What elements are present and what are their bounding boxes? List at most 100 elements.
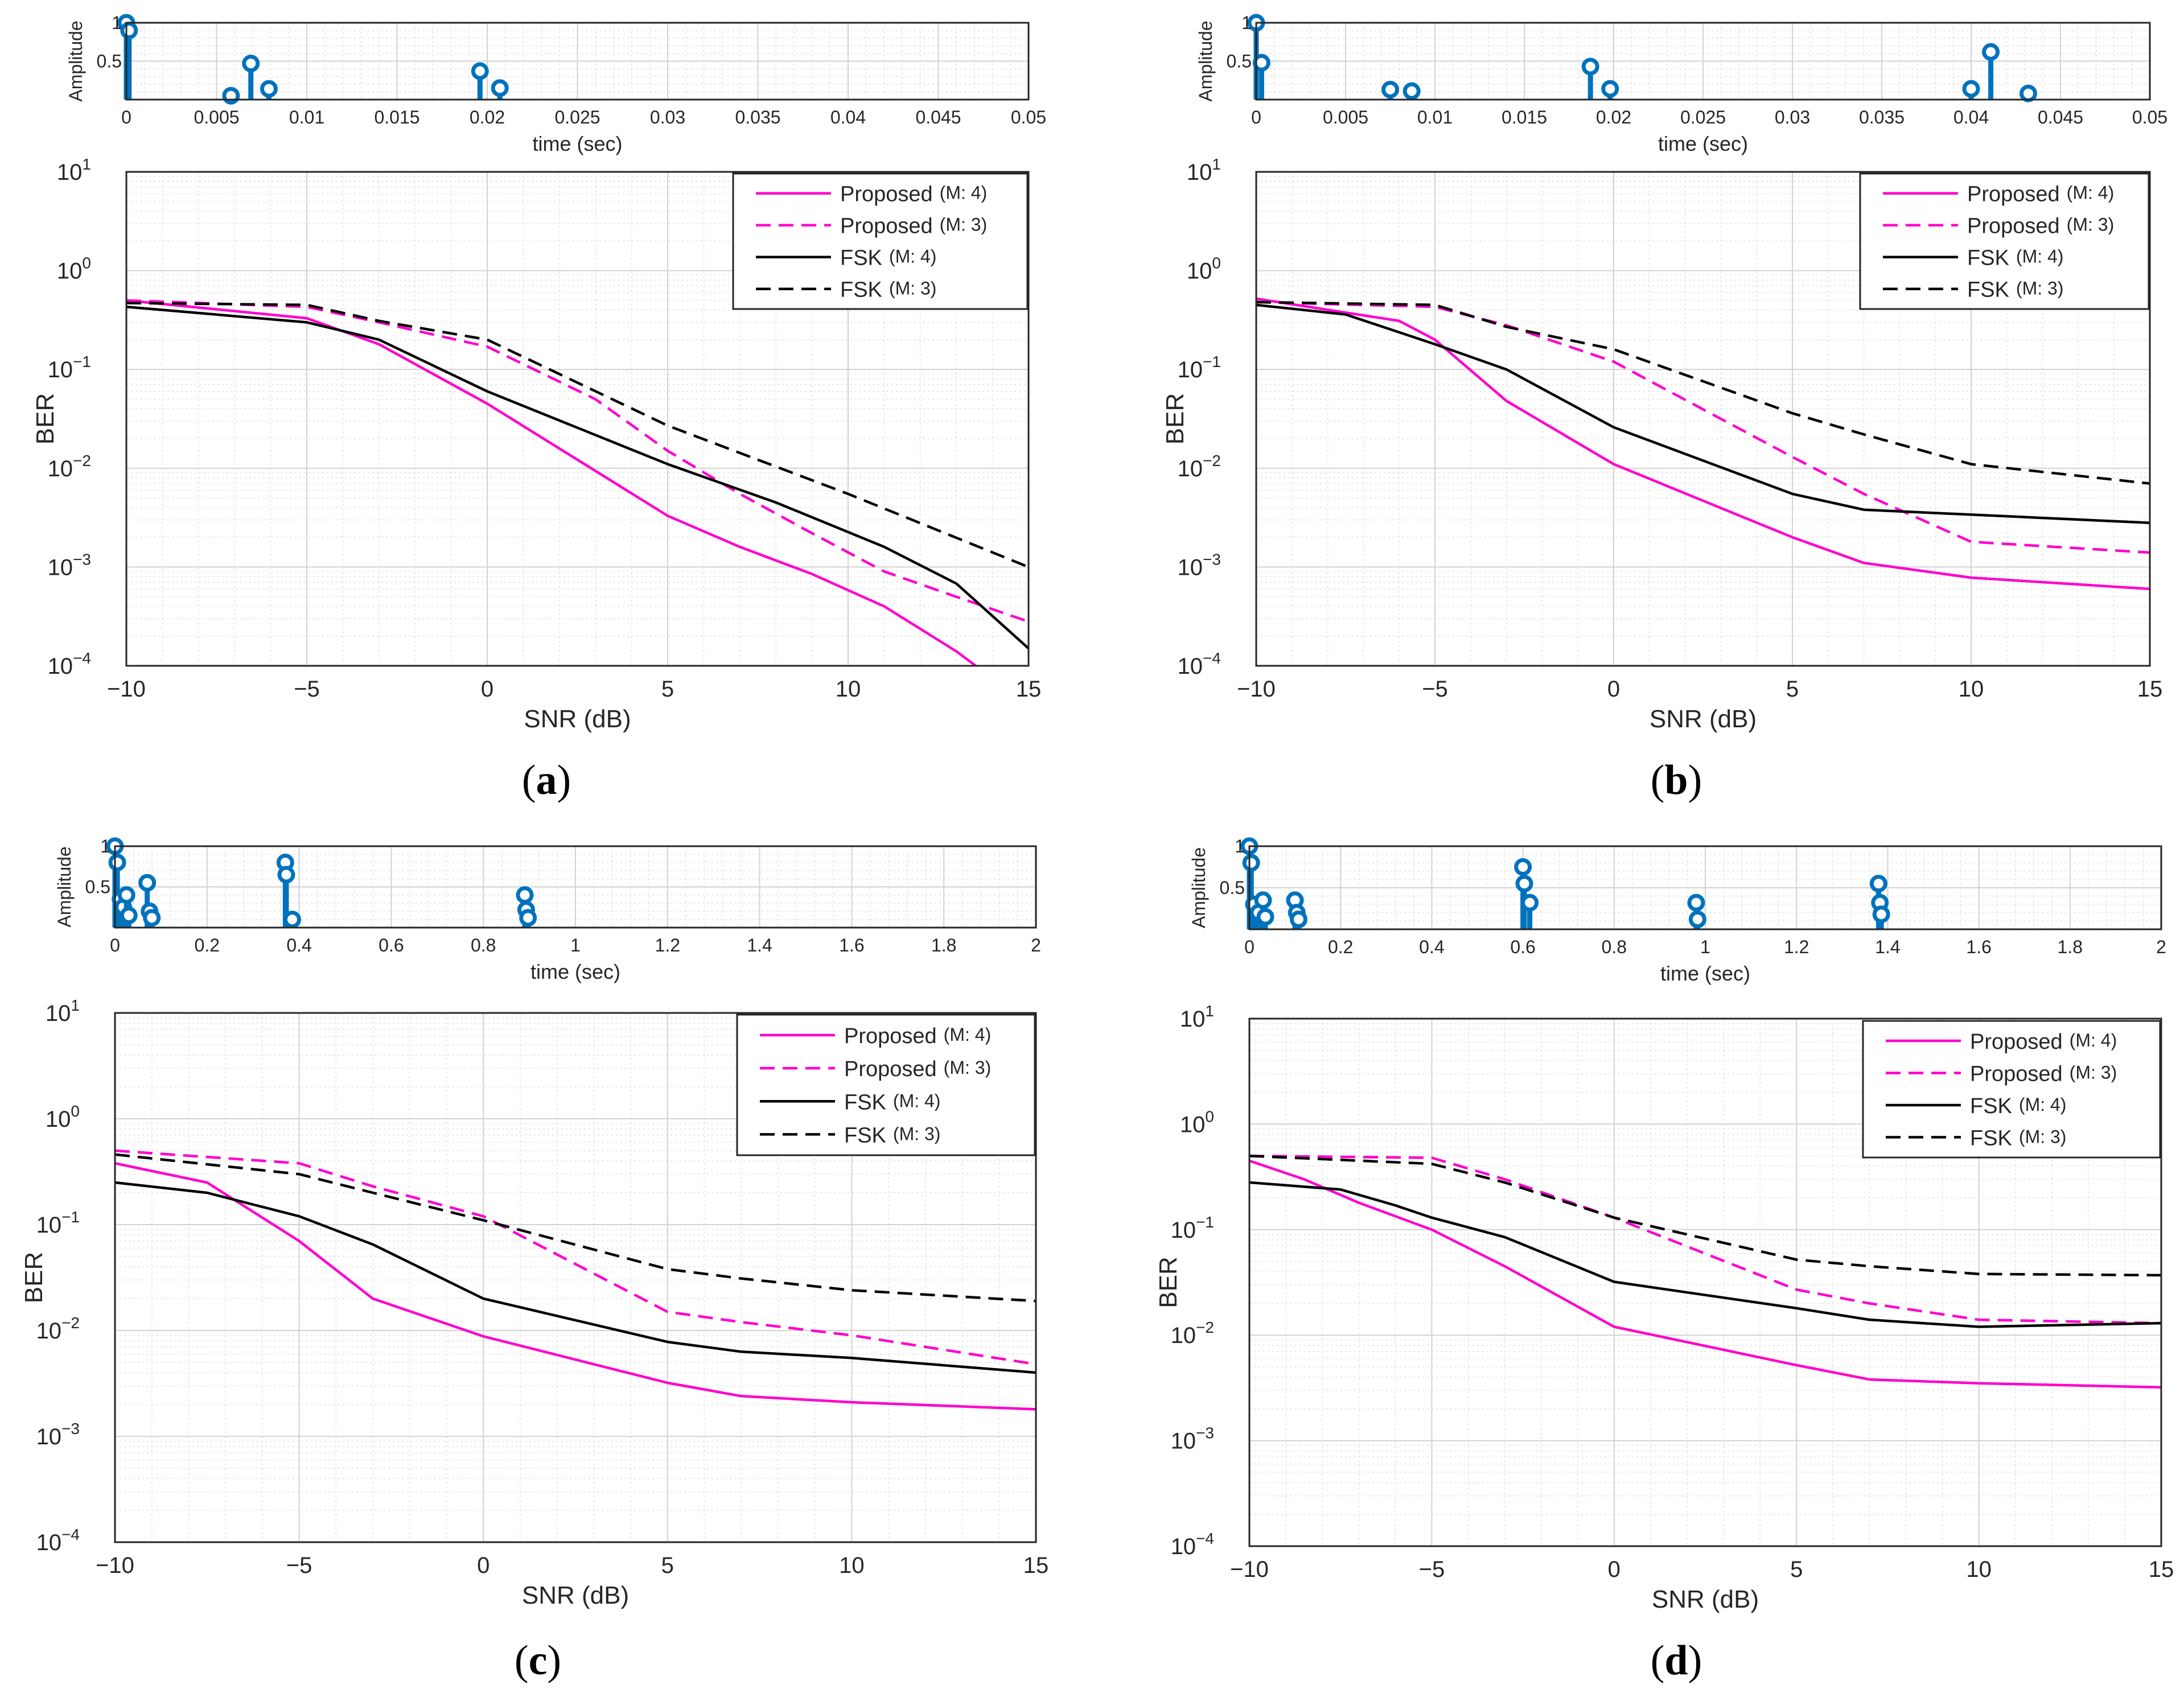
stem-marker <box>1242 854 1260 872</box>
y-tick-label: 10−4 <box>48 649 91 679</box>
series-line-4 <box>126 302 1029 569</box>
caption-open-paren: ( <box>1651 1637 1665 1684</box>
y-tick-label: 10−2 <box>1171 1319 1214 1348</box>
stem-marker <box>1256 908 1274 926</box>
y-tick-label: 10−4 <box>1178 649 1221 679</box>
y-tick-exponent: 0 <box>71 1102 80 1120</box>
axes-box <box>1255 171 2151 667</box>
x-tick-label: 0 <box>481 677 493 702</box>
y-tick-base: 10 <box>57 160 83 185</box>
axes-box <box>1248 1017 2162 1547</box>
series-line-2 <box>1249 1154 2161 1325</box>
legend-param: (M: 3) <box>889 278 937 299</box>
x-tick-label: 1.6 <box>1966 937 1991 957</box>
legend-box <box>732 172 1029 310</box>
y-tick-exponent: −4 <box>1203 649 1221 667</box>
legend-box <box>1862 1020 2161 1159</box>
legend-label: Proposed (M: 3) <box>1970 1062 2117 1086</box>
x-tick-label: 0.025 <box>1680 107 1726 127</box>
axes-box <box>125 171 1030 667</box>
stem-marker <box>277 866 295 884</box>
x-tick-label: 0.8 <box>1602 937 1627 957</box>
stem-marker <box>1402 82 1421 100</box>
series-line-2 <box>115 1149 1036 1366</box>
x-tick-label: 0.01 <box>1417 107 1453 127</box>
x-tick-label: −10 <box>1230 1557 1269 1582</box>
stem-marker <box>471 62 489 80</box>
stem-marker <box>138 874 157 892</box>
y-tick-label: 10−3 <box>1178 550 1221 580</box>
y-tick-base: 10 <box>57 259 83 284</box>
caption-close-paren: ) <box>1688 757 1702 804</box>
y-tick-exponent: 1 <box>1205 1002 1214 1020</box>
y-tick-label: 100 <box>46 1102 80 1132</box>
y-tick-label: 1 <box>112 13 122 33</box>
y-axis-label: Amplitude <box>65 20 86 101</box>
y-tick-label: 10−1 <box>48 353 91 382</box>
y-tick-base: 10 <box>1180 1112 1206 1137</box>
x-tick-label: −10 <box>1237 677 1276 702</box>
x-tick-label: 0 <box>1251 107 1261 127</box>
axes-box <box>1255 22 2151 101</box>
x-tick-label: 1.8 <box>931 935 956 955</box>
series-group <box>1249 1154 2161 1389</box>
x-tick-label: 5 <box>1786 677 1799 702</box>
stem-marker <box>1381 80 1399 98</box>
y-tick-base: 10 <box>1171 1429 1196 1454</box>
y-tick-base: 10 <box>1178 357 1203 382</box>
x-tick-label: −5 <box>294 677 320 702</box>
y-tick-label: 0.5 <box>1220 878 1245 898</box>
x-tick-label: 15 <box>1016 677 1042 702</box>
legend-name: FSK <box>840 278 882 302</box>
y-tick-base: 10 <box>36 1319 62 1344</box>
y-tick-base: 10 <box>1171 1218 1196 1243</box>
y-tick-label: 100 <box>1180 1107 1214 1137</box>
legend-label: FSK (M: 4) <box>1967 246 2063 270</box>
legend-param: (M: 4) <box>2016 246 2064 267</box>
legend-param: (M: 3) <box>2019 1126 2067 1147</box>
x-tick-label: 15 <box>2137 677 2163 702</box>
series-line-1 <box>1249 1159 2161 1389</box>
legend-param: (M: 4) <box>893 1090 941 1111</box>
legend-label: Proposed (M: 3) <box>844 1057 991 1081</box>
stem-marker <box>1688 910 1706 928</box>
legend-label: Proposed (M: 4) <box>1970 1030 2117 1054</box>
y-tick-label: 10−3 <box>36 1420 80 1449</box>
x-tick-label: 2 <box>2156 937 2166 957</box>
series-line-1 <box>115 1161 1036 1411</box>
axes-box <box>114 1012 1037 1543</box>
legend: Proposed (M: 4)Proposed (M: 3)FSK (M: 4)FSK… <box>1859 172 2150 310</box>
y-tick-base: 10 <box>1178 555 1203 580</box>
y-tick-exponent: −3 <box>1203 550 1221 568</box>
x-tick-label: −5 <box>1422 677 1448 702</box>
x-tick-label: 10 <box>1966 1557 1992 1582</box>
y-tick-exponent: 0 <box>1205 1107 1214 1125</box>
legend-name: FSK <box>1967 246 2009 270</box>
x-tick-label: 0.03 <box>1775 107 1810 127</box>
x-tick-label: 1.8 <box>2058 937 2083 957</box>
y-tick-label: 10−3 <box>48 550 91 580</box>
y-axis-label: BER <box>20 1252 48 1303</box>
y-tick-exponent: 1 <box>82 155 91 173</box>
stem-marker <box>143 909 161 927</box>
y-tick-label: 1 <box>100 836 110 856</box>
axes-box <box>1248 845 2162 930</box>
x-tick-label: 1.4 <box>747 935 772 955</box>
legend-name: FSK <box>1970 1126 2012 1150</box>
y-axis-label: Amplitude <box>1195 20 1216 101</box>
legend-name: FSK <box>844 1090 886 1114</box>
x-tick-label: 0.05 <box>1011 107 1046 127</box>
y-tick-exponent: −4 <box>73 649 91 667</box>
legend-param: (M: 3) <box>940 215 988 235</box>
caption-open-paren: ( <box>522 757 536 804</box>
legend-name: Proposed <box>840 183 933 207</box>
stem-marker <box>1581 57 1599 76</box>
y-tick-exponent: −2 <box>1203 452 1221 469</box>
x-tick-label: 0.04 <box>1953 107 1989 127</box>
stem-marker <box>1982 43 2000 61</box>
x-tick-label: 5 <box>661 677 674 702</box>
y-tick-base: 10 <box>1171 1323 1196 1348</box>
x-tick-label: 0 <box>1244 937 1255 957</box>
